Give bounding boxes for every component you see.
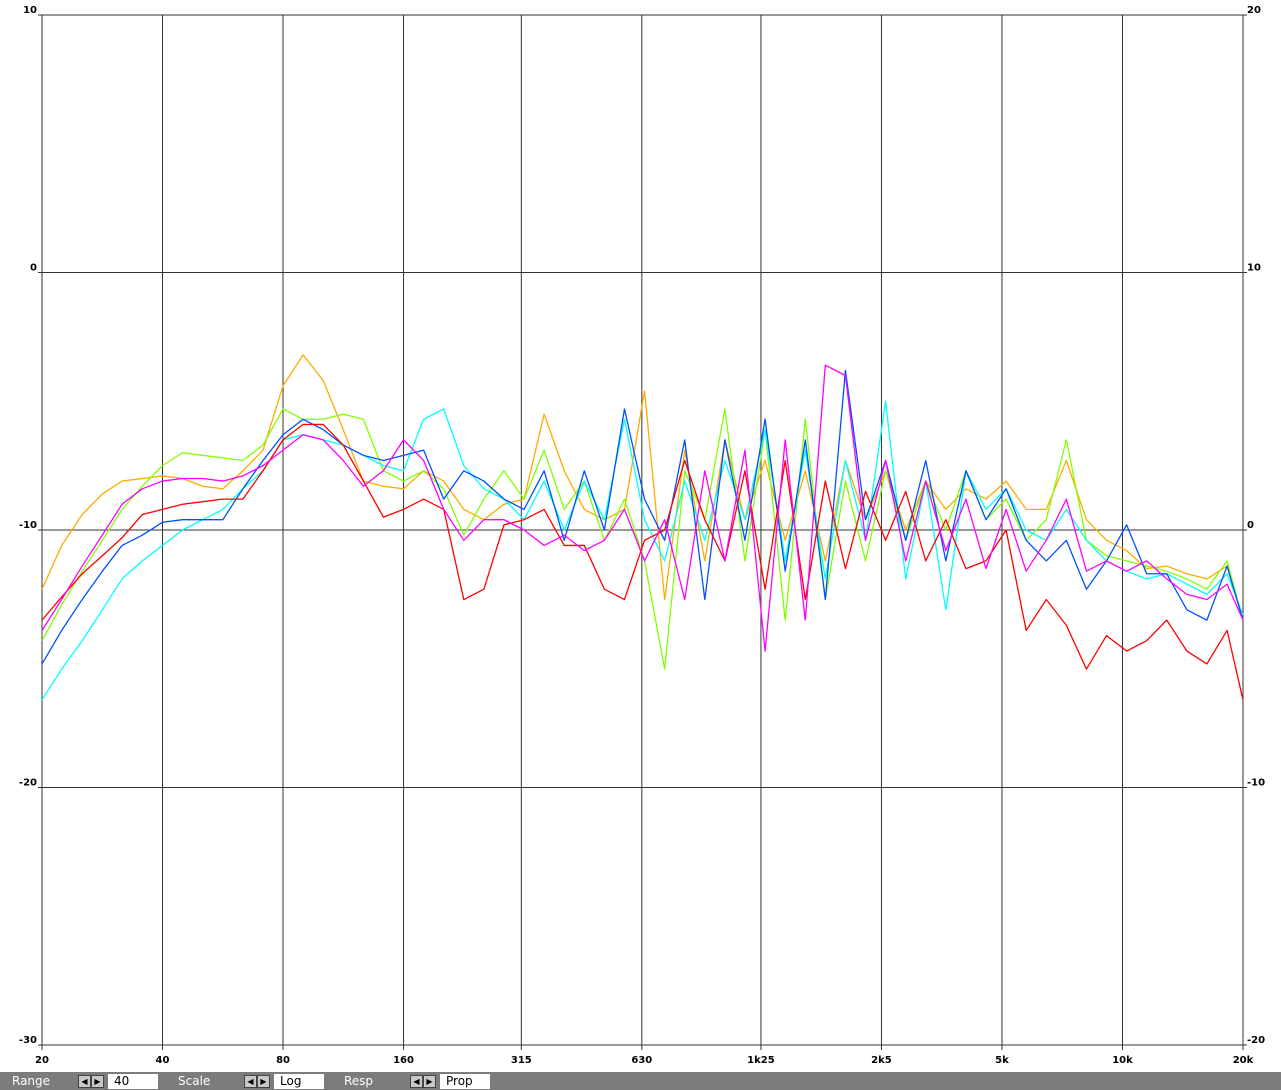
control-label: Resp: [344, 1074, 374, 1088]
control-label: Scale: [178, 1074, 211, 1088]
x-tick-label: 2k5: [871, 1055, 892, 1066]
series-line: [41, 364, 1244, 652]
toolbar: Range ◀ ▶ 40 Scale ◀ ▶ Log Resp ◀ ▶ Prop: [0, 1072, 1281, 1090]
control-label: Range: [12, 1074, 51, 1088]
arrow-button[interactable]: ◀: [410, 1074, 423, 1088]
control-value: 40: [108, 1073, 158, 1089]
y-tick-label: -20: [19, 778, 37, 789]
y2-tick-label: -20: [1247, 1035, 1265, 1046]
arrow-button[interactable]: ▶: [257, 1074, 270, 1088]
arrow-button[interactable]: ◀: [78, 1074, 91, 1088]
x-tick-label: 315: [511, 1055, 532, 1066]
series-line: [41, 354, 1244, 621]
button-group: ◀ ▶: [78, 1074, 104, 1088]
y2-tick-label: 20: [1247, 5, 1261, 16]
x-tick-label: 20: [35, 1055, 49, 1066]
x-tick-label: 10k: [1112, 1055, 1133, 1066]
button-group: ◀ ▶: [244, 1074, 270, 1088]
y2-tick-label: 0: [1247, 520, 1254, 531]
x-tick-label: 630: [631, 1055, 652, 1066]
y2-tick-label: -10: [1247, 778, 1265, 789]
arrow-button[interactable]: ▶: [423, 1074, 436, 1088]
x-tick-label: 40: [156, 1055, 170, 1066]
y-tick-label: -10: [19, 520, 37, 531]
y-tick-label: 10: [23, 5, 37, 16]
series-line: [41, 369, 1244, 665]
x-tick-label: 5k: [995, 1055, 1009, 1066]
y2-tick-label: 10: [1247, 263, 1261, 274]
series-line: [41, 423, 1244, 701]
y-tick-label: -30: [19, 1035, 37, 1046]
x-tick-label: 20k: [1233, 1055, 1254, 1066]
control-value: Log: [274, 1073, 324, 1089]
y-tick-label: 0: [30, 263, 37, 274]
control-value: Prop: [440, 1073, 490, 1089]
x-tick-label: 1k25: [747, 1055, 775, 1066]
button-group: ◀ ▶: [410, 1074, 436, 1088]
x-tick-label: 160: [393, 1055, 414, 1066]
arrow-button[interactable]: ▶: [91, 1074, 104, 1088]
x-tick-label: 80: [276, 1055, 290, 1066]
arrow-button[interactable]: ◀: [244, 1074, 257, 1088]
